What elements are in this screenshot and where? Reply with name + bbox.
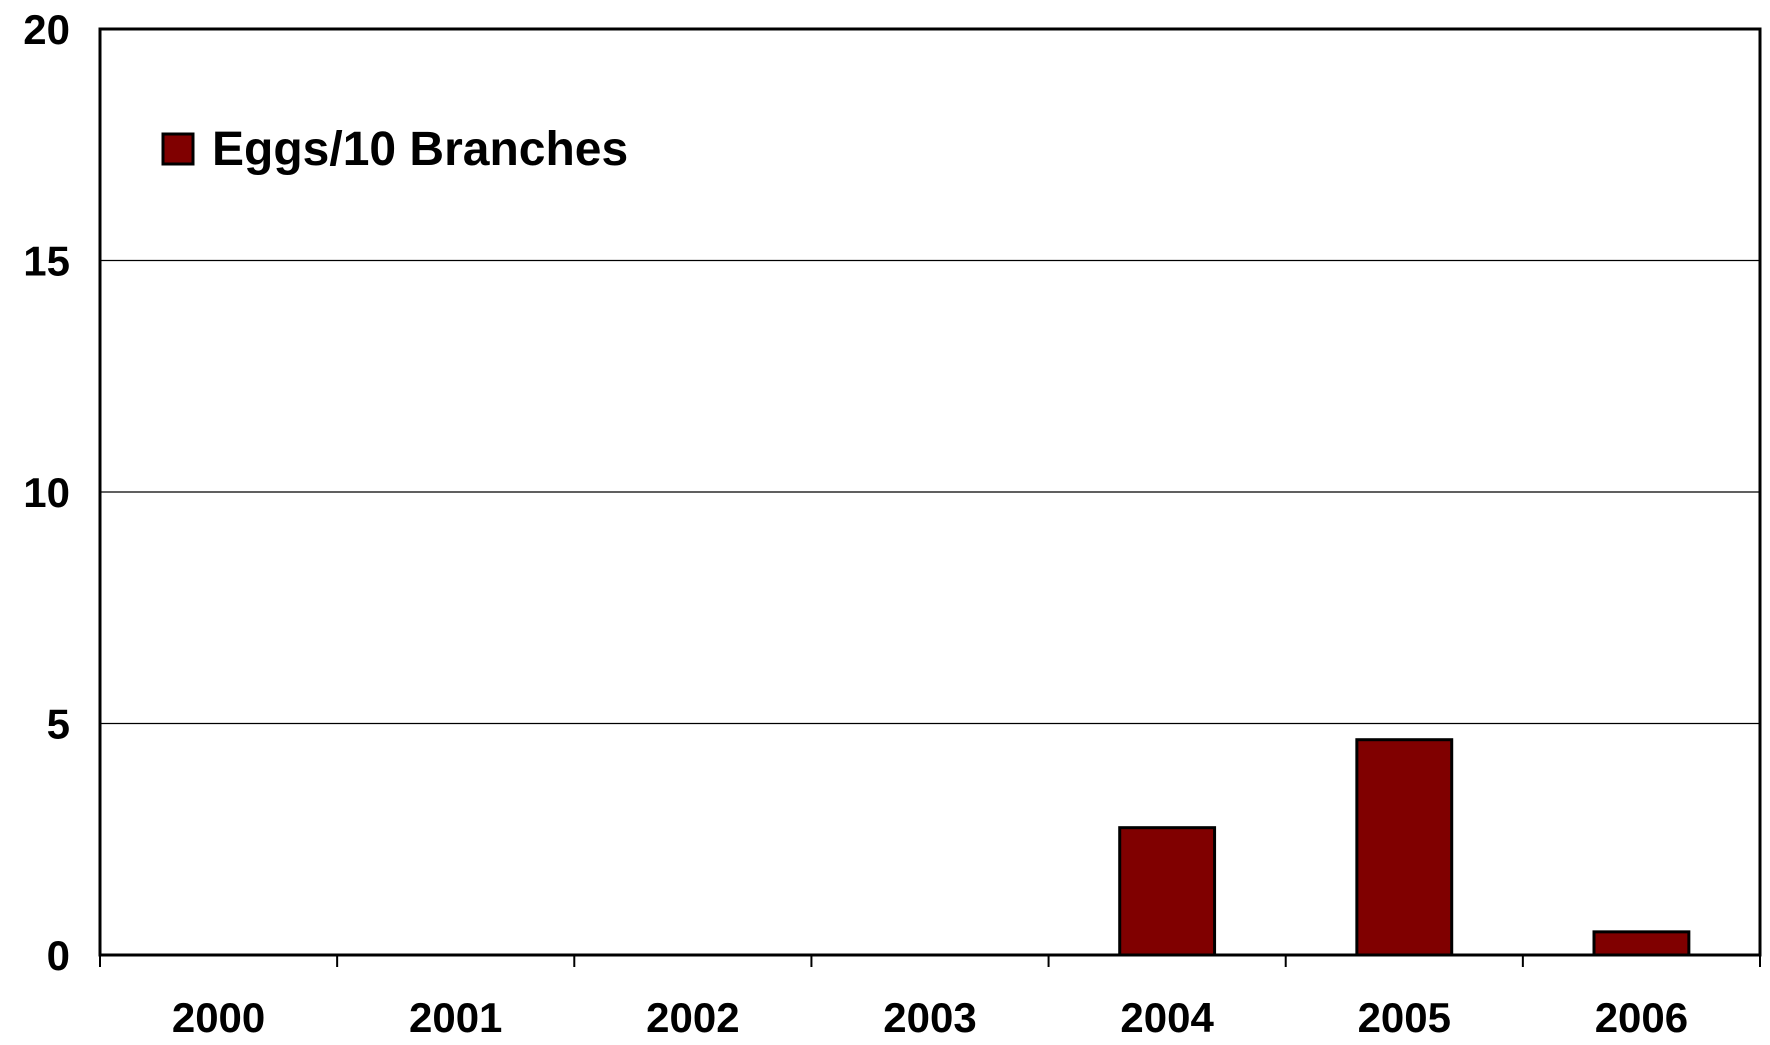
bar: [1592, 930, 1691, 957]
y-tick-label: 15: [23, 238, 70, 285]
x-tick-label: 2006: [1595, 994, 1688, 1040]
y-tick-label: 0: [47, 932, 70, 979]
x-tick-label: 2005: [1358, 994, 1451, 1040]
y-axis: 0 5 10 15 20: [23, 6, 70, 979]
y-tick-label: 10: [23, 469, 70, 516]
bar: [1118, 826, 1217, 957]
x-tick-label: 2001: [409, 994, 502, 1040]
bars: [1118, 738, 1691, 957]
plot-area-frame: [98, 27, 1762, 957]
legend-swatch: [161, 132, 195, 166]
x-tick-label: 2002: [646, 994, 739, 1040]
y-tick-label: 20: [23, 6, 70, 53]
x-tick-label: 2003: [883, 994, 976, 1040]
y-tick-label: 5: [47, 701, 70, 748]
legend-label: Eggs/10 Branches: [212, 123, 628, 176]
x-axis: 2000 2001 2002 2003 2004 2005 2006: [99, 955, 1761, 1041]
x-tick-label: 2004: [1120, 994, 1214, 1040]
x-tick-label: 2000: [172, 994, 265, 1040]
legend: Eggs/10 Branches: [161, 123, 628, 176]
gridlines: [100, 259, 1760, 725]
bar: [1355, 738, 1454, 957]
